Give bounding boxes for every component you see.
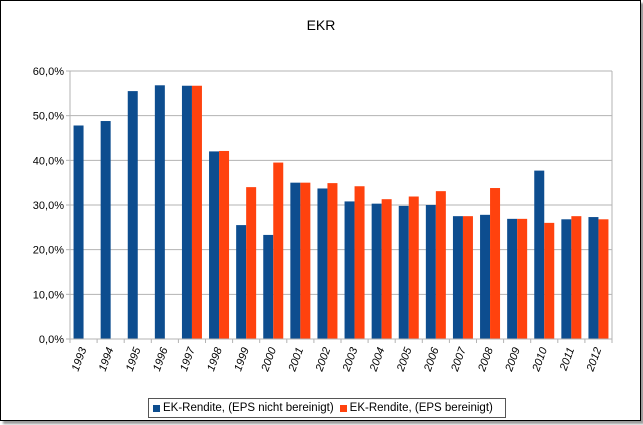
- grid-lines: [70, 70, 612, 340]
- bar-2000-series-1: [263, 234, 274, 339]
- x-tick-label: 1995: [124, 345, 144, 373]
- x-tick-label: 1999: [232, 346, 252, 373]
- y-tick-label: 60,0%: [33, 66, 64, 78]
- axes: [69, 71, 613, 343]
- bar-1993-series-1: [73, 125, 84, 339]
- x-tick-label: 2001: [286, 346, 306, 374]
- x-tick-label: 1998: [205, 345, 225, 373]
- chart-title: EKR: [307, 17, 336, 33]
- x-tick-label: 1994: [97, 346, 117, 373]
- x-tick-label: 1993: [70, 345, 90, 373]
- bar-1994-series-1: [100, 121, 111, 339]
- x-tick-label: 2002: [313, 346, 333, 374]
- x-tick-label: 1997: [178, 345, 198, 373]
- x-tick-label: 2008: [476, 345, 496, 374]
- bar-2005-series-1: [398, 205, 409, 339]
- x-tick-label: 1996: [151, 345, 171, 373]
- legend-swatch-series-2: [339, 404, 347, 412]
- bar-2004-series-2: [381, 199, 392, 339]
- x-tick-label: 2007: [449, 345, 469, 374]
- x-axis-ticks: 1993 1994 1995 1996 1997 1998 1999 2000 2001 2002…: [70, 345, 605, 374]
- bar-2009-series-1: [507, 218, 518, 339]
- bar-2001-series-2: [300, 182, 311, 339]
- bar-2000-series-2: [273, 162, 284, 339]
- x-tick-label: 2000: [259, 345, 279, 374]
- bar-2001-series-1: [290, 182, 301, 339]
- bar-2012-series-1: [588, 217, 599, 339]
- bar-2003-series-2: [354, 186, 365, 339]
- legend-item-series-2: EK-Rendite, (EPS bereinigt): [339, 402, 493, 414]
- y-tick-label: 0,0%: [39, 334, 64, 346]
- y-axis-ticks: 0,0% 10,0% 20,0% 30,0% 40,0% 50,0% 60,0%: [33, 66, 70, 346]
- bar-2008-series-1: [480, 214, 491, 339]
- x-tick-label: 2009: [503, 346, 523, 374]
- x-tick-label: 2003: [340, 345, 360, 374]
- x-tick-label: 2011: [557, 346, 577, 373]
- bar-2004-series-1: [371, 203, 382, 339]
- y-tick-label: 10,0%: [33, 289, 64, 301]
- bar-2002-series-1: [317, 188, 328, 339]
- x-tick-label: 2004: [367, 346, 387, 374]
- bar-2011-series-2: [571, 216, 582, 339]
- bar-2008-series-2: [490, 188, 501, 339]
- y-tick-label: 20,0%: [33, 245, 64, 257]
- bar-1997-series-1: [181, 85, 192, 340]
- bar-2005-series-2: [408, 196, 419, 339]
- bar-2012-series-2: [598, 219, 609, 339]
- bars: [73, 85, 609, 340]
- legend-swatch-series-1: [153, 404, 160, 412]
- y-tick-label: 30,0%: [33, 200, 64, 212]
- x-tick-label: 2006: [422, 345, 442, 374]
- bar-2010-series-1: [534, 170, 545, 339]
- bar-1996-series-1: [154, 85, 165, 339]
- bar-2003-series-1: [344, 201, 355, 339]
- bar-2009-series-2: [517, 218, 528, 339]
- bar-2007-series-2: [462, 216, 473, 339]
- bar-1999-series-2: [246, 187, 257, 339]
- x-tick-label: 2010: [530, 345, 550, 374]
- bar-2002-series-2: [327, 183, 338, 339]
- x-tick-label: 2005: [395, 345, 415, 374]
- bar-1995-series-1: [127, 91, 138, 339]
- y-tick-label: 40,0%: [33, 155, 64, 167]
- chart-legend: EK-Rendite, (EPS nicht bereinigt) EK-Ren…: [148, 398, 506, 418]
- bar-2007-series-1: [452, 216, 463, 339]
- legend-label-series-1: EK-Rendite, (EPS nicht bereinigt): [163, 402, 334, 414]
- bar-2010-series-2: [544, 222, 555, 339]
- x-tick-label: 2012: [584, 346, 604, 374]
- bar-2011-series-1: [561, 219, 572, 339]
- bar-2006-series-1: [425, 205, 436, 339]
- bar-1998-series-2: [219, 150, 230, 339]
- bar-1998-series-1: [209, 151, 220, 339]
- bar-1997-series-2: [191, 85, 202, 340]
- legend-label-series-2: EK-Rendite, (EPS bereinigt): [349, 402, 493, 414]
- legend-item-series-1: EK-Rendite, (EPS nicht bereinigt): [153, 402, 334, 414]
- bar-2006-series-2: [435, 191, 446, 339]
- bar-1999-series-1: [236, 225, 247, 339]
- y-tick-label: 50,0%: [33, 111, 64, 123]
